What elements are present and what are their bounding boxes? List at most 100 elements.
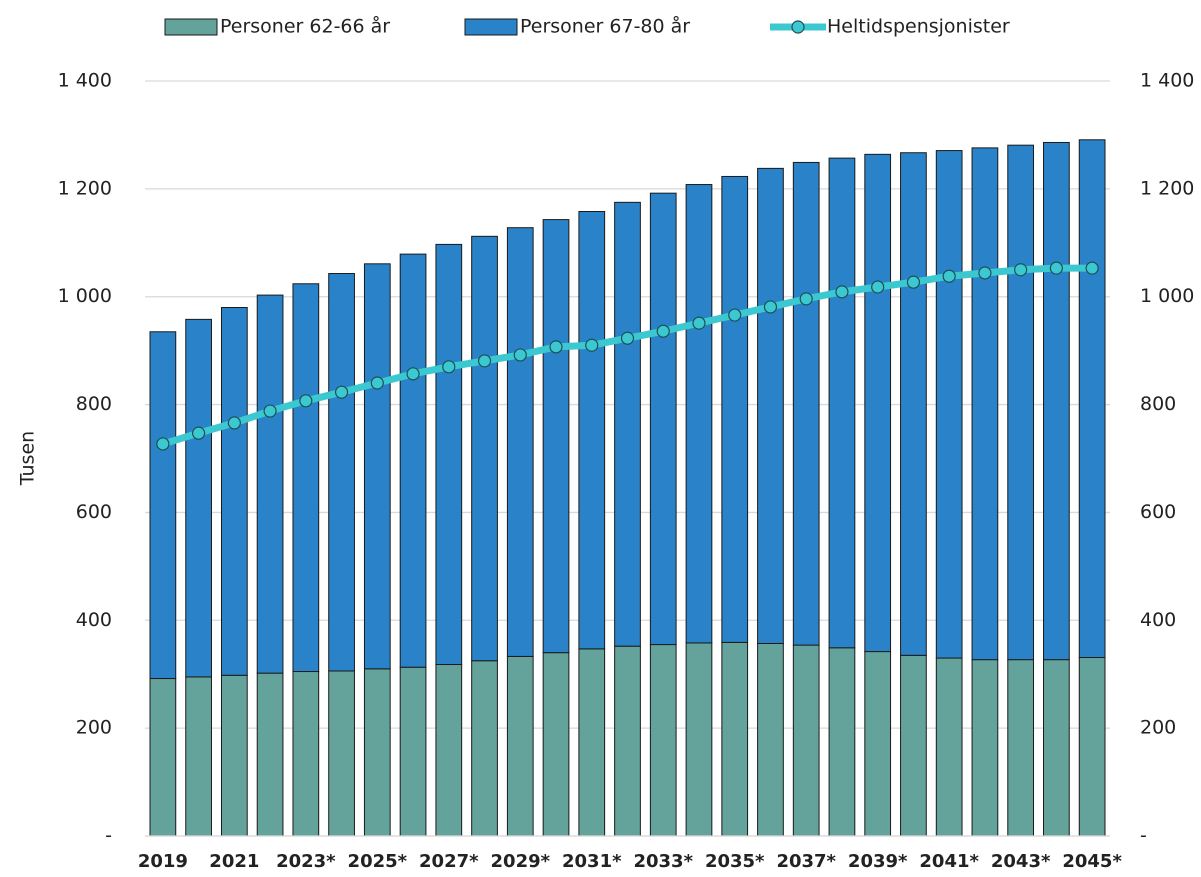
bar <box>971 147 999 661</box>
y-tick-label: 200 <box>76 717 112 739</box>
bar <box>828 647 856 837</box>
line-marker <box>156 437 170 451</box>
bar <box>935 150 963 659</box>
bar <box>506 655 534 837</box>
x-tick-label: 2035* <box>705 851 765 872</box>
line-marker <box>835 285 849 299</box>
bar <box>292 283 320 673</box>
bar <box>900 152 927 656</box>
line-marker <box>763 300 778 314</box>
bar <box>578 648 606 837</box>
bar <box>399 666 427 837</box>
bar <box>1007 659 1035 837</box>
bar <box>971 659 999 837</box>
line-marker <box>227 416 241 430</box>
bar <box>685 184 713 644</box>
line-marker <box>871 280 885 294</box>
line-marker <box>1049 261 1063 275</box>
y-tick-label: 1 200 <box>58 177 112 199</box>
x-tick-label: 2023* <box>276 851 336 872</box>
line-marker <box>942 269 956 283</box>
line-marker <box>334 385 349 399</box>
bar <box>542 219 570 654</box>
line-marker <box>620 331 635 345</box>
bar <box>328 273 355 672</box>
y-tick-label: 1 400 <box>58 70 112 92</box>
line-marker <box>370 376 384 390</box>
bar <box>792 161 820 646</box>
legend-swatch <box>164 18 218 36</box>
bar <box>614 201 641 647</box>
bar <box>256 294 284 674</box>
bar <box>185 318 212 678</box>
x-tick-label: 2025* <box>348 851 408 872</box>
line-marker <box>799 292 813 306</box>
y2-tick-label: 1 400 <box>1140 70 1194 92</box>
x-tick-label: 2029* <box>491 851 551 872</box>
x-tick-label: 2021 <box>209 851 259 872</box>
bar <box>935 657 963 837</box>
bar <box>506 227 534 657</box>
legend-label: Personer 67-80 år <box>520 15 690 38</box>
line-marker <box>442 360 456 374</box>
bar <box>685 642 713 837</box>
line-marker <box>406 367 420 381</box>
bar <box>220 674 248 837</box>
bar <box>757 167 784 644</box>
y2-tick-label: 800 <box>1140 393 1176 415</box>
line-marker <box>585 338 599 352</box>
line-marker <box>1014 263 1028 277</box>
bar <box>435 243 463 666</box>
bar <box>256 672 284 837</box>
bar <box>1078 656 1106 837</box>
bar <box>292 671 320 837</box>
x-tick-label: 2041* <box>919 851 979 872</box>
bar <box>864 153 892 653</box>
y2-tick-label: 400 <box>1140 609 1176 631</box>
line-marker <box>978 266 992 280</box>
bar <box>721 175 749 643</box>
line-marker <box>477 354 492 368</box>
x-tick-label: 2043* <box>991 851 1051 872</box>
bar <box>363 263 391 670</box>
bar <box>185 676 212 837</box>
x-tick-label: 2031* <box>562 851 622 872</box>
legend-swatch <box>464 18 518 36</box>
line-marker <box>692 316 706 330</box>
y2-tick-label: 1 200 <box>1140 177 1194 199</box>
x-tick-label: 2033* <box>633 851 693 872</box>
y-tick-label: 800 <box>76 393 112 415</box>
bar <box>399 253 427 668</box>
bar <box>649 644 677 837</box>
y2-tick-label: 600 <box>1140 501 1176 523</box>
y-tick-label: 400 <box>76 609 112 631</box>
y2-tick-label: 1 000 <box>1140 285 1194 307</box>
line-marker <box>906 275 921 289</box>
y-tick-label: 600 <box>76 501 112 523</box>
line-marker <box>263 404 277 418</box>
bar <box>328 670 355 837</box>
bar <box>1043 141 1070 661</box>
bar <box>721 641 749 837</box>
legend-label: Heltidspensjonister <box>827 16 1010 38</box>
bar <box>614 645 641 837</box>
y2-tick-label: 200 <box>1140 717 1176 739</box>
bar <box>1007 144 1035 661</box>
bar <box>471 235 498 662</box>
bar <box>220 307 248 676</box>
line-marker <box>513 348 527 362</box>
line-marker <box>549 340 563 354</box>
y-tick-label: - <box>105 825 112 847</box>
bar <box>792 644 820 837</box>
bar <box>1043 659 1070 837</box>
legend-swatch <box>791 20 805 34</box>
x-tick-label: 2045* <box>1062 851 1122 872</box>
bar <box>363 668 391 837</box>
line-marker <box>1085 261 1099 275</box>
line-marker <box>192 426 206 440</box>
line-marker <box>656 324 670 338</box>
bar <box>149 678 177 837</box>
x-tick-label: 2019 <box>138 851 188 872</box>
bar <box>149 331 177 680</box>
